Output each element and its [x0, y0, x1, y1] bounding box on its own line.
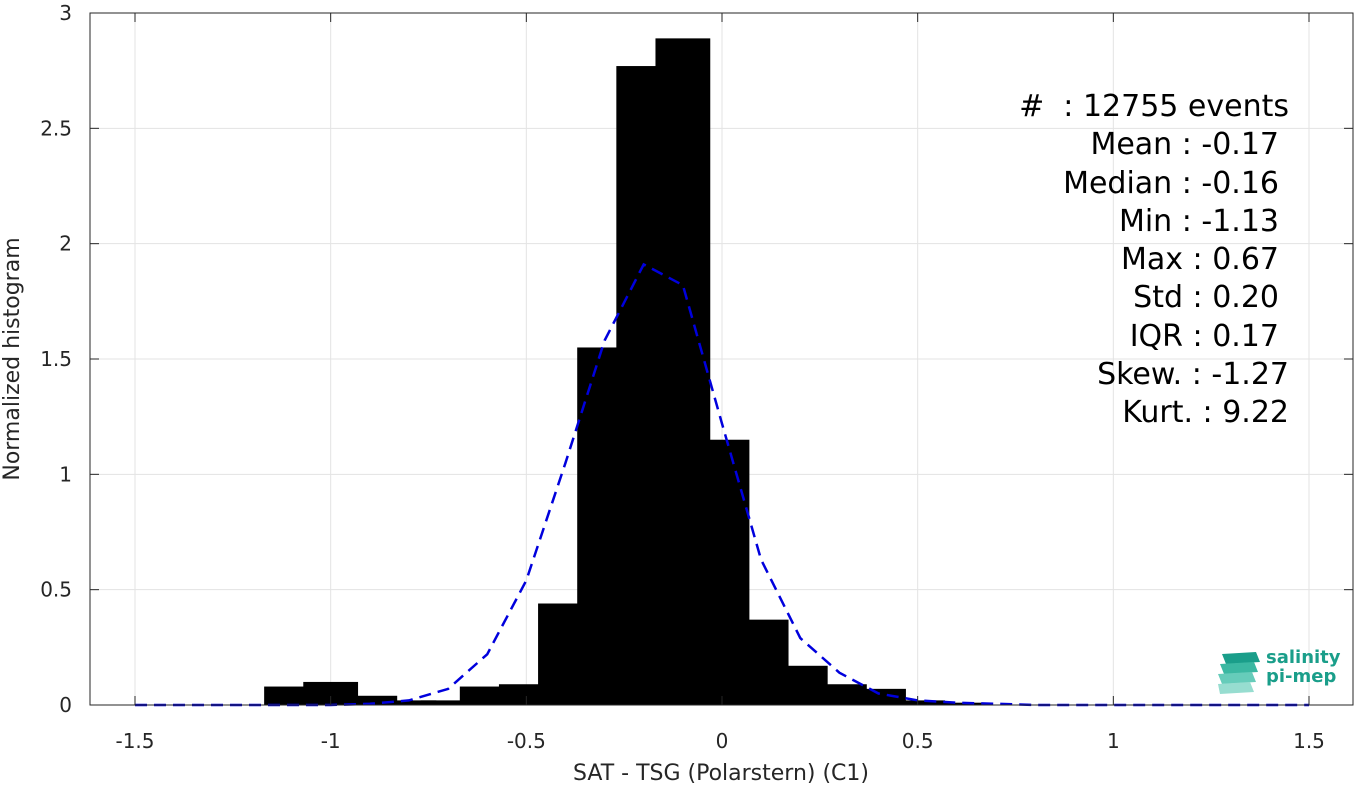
x-tick-label: -1.5 — [115, 729, 154, 753]
x-axis-label: SAT - TSG (Polarstern) (C1) — [573, 761, 869, 785]
y-tick-label: 3 — [59, 1, 72, 25]
logo-text-salinity: salinity — [1266, 647, 1341, 668]
logo-icon — [1218, 652, 1260, 694]
stats-annotation: # : 12755 events Mean : -0.17 Median : -… — [1019, 88, 1289, 433]
histogram-bar — [929, 702, 985, 705]
y-ticks: 0 0.5 1 1.5 2 2.5 3 — [40, 1, 1353, 717]
y-tick-label: 2 — [59, 232, 72, 256]
stat-kurt: Kurt. : 9.22 — [1122, 395, 1289, 431]
x-tick-label: -0.5 — [507, 729, 546, 753]
histogram-bar — [342, 695, 398, 705]
x-tick-label: -1 — [321, 729, 341, 753]
x-ticks: -1.5 -1 -0.5 0 0.5 1 1.5 — [115, 13, 1325, 753]
y-tick-label: 0 — [59, 693, 72, 717]
stat-iqr: IQR : 0.17 — [1129, 318, 1279, 354]
stat-min: Min : -1.13 — [1118, 203, 1279, 239]
stat-skew: Skew. : -1.27 — [1097, 357, 1289, 393]
histogram-bar — [420, 700, 476, 705]
stat-median: Median : -0.16 — [1063, 165, 1279, 201]
salinity-pimep-logo: salinity pi-mep — [1216, 646, 1346, 696]
y-tick-label: 2.5 — [40, 116, 72, 140]
stat-std: Std : 0.20 — [1133, 280, 1279, 316]
x-tick-label: 0.5 — [902, 729, 934, 753]
x-tick-label: 1 — [1107, 729, 1120, 753]
stat-max: Max : 0.67 — [1121, 242, 1279, 278]
histogram-bar — [381, 700, 437, 705]
bars — [264, 38, 985, 705]
logo-text-pimep: pi-mep — [1266, 666, 1337, 687]
y-tick-label: 1 — [59, 462, 72, 486]
y-axis-label: Normalized histogram — [0, 237, 25, 480]
stat-events: # : 12755 events — [1019, 89, 1289, 124]
stat-mean: Mean : -0.17 — [1090, 127, 1279, 163]
y-tick-label: 0.5 — [40, 578, 72, 602]
x-tick-label: 0 — [716, 729, 729, 753]
x-tick-label: 1.5 — [1293, 729, 1325, 753]
y-tick-label: 1.5 — [40, 347, 72, 371]
